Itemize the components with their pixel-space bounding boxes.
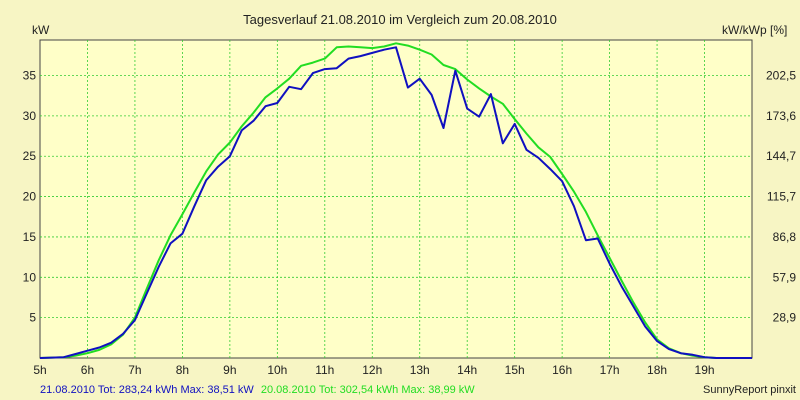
y-tick-label-left: 15	[23, 230, 37, 244]
y-tick-label-right: 115,7	[767, 190, 796, 204]
y-tick-label-right: 86,8	[773, 230, 797, 244]
y-tick-label-left: 35	[23, 69, 37, 83]
grid	[40, 40, 752, 358]
left-axis-unit: kW	[32, 23, 50, 37]
x-tick-label: 13h	[410, 363, 430, 377]
x-tick-label: 11h	[315, 363, 334, 377]
x-tick-label: 9h	[223, 363, 236, 377]
legend-entry-series-1: 21.08.2010 Tot: 283,24 kWh Max: 38,51 kW	[40, 384, 254, 396]
y-tick-label-left: 20	[23, 190, 37, 204]
x-tick-label: 14h	[457, 363, 477, 377]
series-line-1	[39, 46, 752, 359]
x-tick-label: 16h	[552, 363, 572, 377]
x-tick-label: 19h	[695, 363, 715, 377]
x-tick-label: 10h	[267, 363, 287, 377]
series-lines	[39, 42, 752, 359]
chart-title: Tagesverlauf 21.08.2010 im Vergleich zum…	[243, 12, 557, 27]
y-tick-label-left: 10	[23, 270, 37, 284]
y-tick-label-right: 173,6	[766, 109, 796, 123]
right-axis-unit: kW/kWp [%]	[722, 23, 787, 37]
x-tick-label: 17h	[600, 363, 620, 377]
y-tick-label-right: 28,9	[773, 311, 797, 325]
x-tick-label: 8h	[176, 363, 189, 377]
x-tick-label: 5h	[33, 363, 46, 377]
y-tick-label-right: 57,9	[773, 270, 797, 284]
y-tick-label-left: 5	[29, 311, 36, 325]
y-tick-label-left: 25	[23, 149, 37, 163]
series-line-2	[39, 42, 752, 359]
footer-credit: SunnyReport pinxit	[703, 384, 796, 396]
y-tick-label-left: 30	[23, 109, 37, 123]
y-tick-label-right: 144,7	[766, 149, 796, 163]
legend: 21.08.2010 Tot: 283,24 kWh Max: 38,51 kW…	[40, 384, 475, 396]
tick-labels: 5h 6h 7h 8h 9h 10h 11h 12h 13h 14h 15h 16h 17h 18h 19h…	[23, 69, 797, 377]
legend-entry-series-2: 20.08.2010 Tot: 302,54 kWh Max: 38,99 kW	[261, 384, 475, 396]
x-tick-label: 18h	[647, 363, 667, 377]
x-tick-label: 6h	[81, 363, 94, 377]
x-tick-label: 15h	[505, 363, 525, 377]
plot-area	[39, 39, 753, 359]
x-tick-label: 7h	[128, 363, 141, 377]
x-tick-label: 12h	[362, 363, 382, 377]
y-tick-label-right: 202,5	[766, 69, 796, 83]
